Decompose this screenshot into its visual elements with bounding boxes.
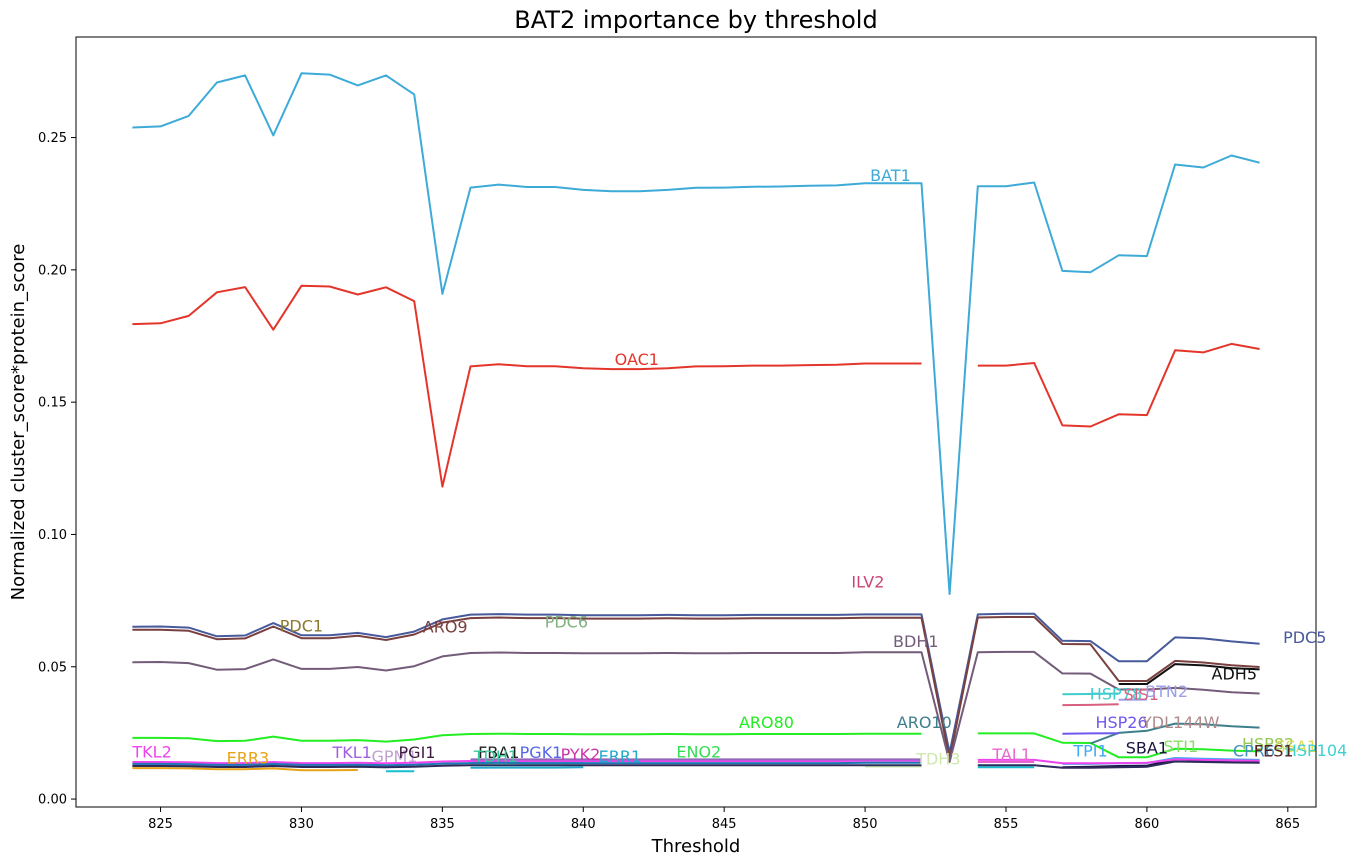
- series-label-pyk2: PYK2: [561, 745, 601, 764]
- plot-frame: [75, 36, 1317, 808]
- series-label-adh5: ADH5: [1212, 664, 1257, 683]
- y-axis: 0.00 0.05 0.10 0.15 0.20 0.25: [38, 131, 76, 808]
- series-label-pdc5: PDC5: [1283, 628, 1326, 647]
- series-label-fes1: FES1: [1254, 742, 1294, 761]
- series-label-btn2: BTN2: [1145, 682, 1188, 701]
- series-label-ydl144w: YDL144W: [1141, 713, 1220, 732]
- x-axis: 825 830 835 840 845 850 855 860 865: [148, 807, 1300, 832]
- x-tick-label: 840: [571, 817, 596, 832]
- series-label-pdc6: PDC6: [545, 613, 588, 632]
- series-line-err1: [470, 766, 584, 769]
- series-line-aro80: [132, 732, 922, 743]
- series-line-err3: [132, 767, 358, 772]
- y-tick-label: 0.20: [38, 263, 67, 278]
- series-label-tkl2: TKL2: [131, 743, 171, 762]
- series-label-aro10: ARO10: [897, 713, 952, 732]
- series-line-aro10: [1090, 722, 1260, 745]
- series-label-gpm1: GPM1: [371, 747, 417, 766]
- x-axis-label: Threshold: [651, 836, 741, 857]
- x-tick-label: 825: [148, 817, 173, 832]
- series-label-tpi1: TPI1: [1072, 742, 1107, 761]
- series-label-sis1: SIS1: [1124, 685, 1159, 704]
- series-line-hxk2-1: [977, 760, 1260, 769]
- series-label-hsp78: HSP78: [1090, 684, 1142, 703]
- y-tick-label: 0.10: [38, 528, 67, 543]
- series-label-ssa1: SSA1: [1275, 737, 1317, 756]
- series-label-bat1: BAT1: [870, 166, 911, 185]
- series-line-adh5: [1118, 663, 1260, 685]
- series-label-aro9: ARO9: [423, 617, 468, 636]
- series-label-hsp82: HSP82: [1242, 734, 1294, 753]
- series-label-bdh1: BDH1: [893, 632, 939, 651]
- chart-title: BAT2 importance by threshold: [514, 6, 877, 34]
- series-label-err1: ERR1: [599, 747, 642, 766]
- series-line-bdh1: [132, 650, 1260, 763]
- series-label-tal1: TAL1: [991, 745, 1031, 764]
- x-tick-label: 845: [712, 817, 737, 832]
- series-label-pgk1: PGK1: [520, 743, 563, 762]
- series-line-tkl2: [132, 759, 922, 765]
- series-line-hsp26: [1062, 732, 1119, 735]
- series-label-err3: ERR3: [227, 748, 270, 767]
- series-line-sis1: [1062, 703, 1119, 707]
- y-axis-label: Normalized cluster_score*protein_score: [8, 244, 29, 601]
- x-tick-label: 835: [430, 817, 455, 832]
- y-tick-label: 0.00: [38, 793, 67, 808]
- series-label-eno2: ENO2: [676, 742, 721, 761]
- series-line-aro80-1: [977, 732, 1260, 759]
- y-tick-label: 0.15: [38, 396, 67, 411]
- x-tick-label: 850: [853, 817, 878, 832]
- series-label-oac1: OAC1: [615, 350, 659, 369]
- series-label-tdh3: TDH3: [915, 750, 960, 769]
- series-line-glk1: [132, 761, 922, 767]
- series-label-fba1: FBA1: [478, 743, 519, 762]
- series-label-sti1: STI1: [1163, 737, 1198, 756]
- series-label-cpr6: CPR6: [1233, 742, 1275, 761]
- y-tick-label: 0.05: [38, 660, 67, 675]
- series-line-hxk2: [132, 764, 922, 769]
- y-tick-label: 0.25: [38, 131, 67, 146]
- series-label-ilv2: ILV2: [851, 572, 884, 591]
- x-tick-label: 865: [1275, 817, 1300, 832]
- series-label-tdh1: TDH1: [473, 747, 518, 766]
- series-line-pdc5: [132, 612, 1260, 754]
- series-layer: [132, 72, 1260, 773]
- x-tick-label: 830: [289, 817, 314, 832]
- series-label-hsp26: HSP26: [1095, 713, 1147, 732]
- series-line-oac1: [132, 284, 922, 488]
- series-label-aro80: ARO80: [739, 713, 794, 732]
- series-label-tkl1: TKL1: [332, 743, 372, 762]
- series-line-hsp78: [1062, 692, 1119, 696]
- series-line-bat1: [132, 72, 1260, 595]
- series-label-sba1: SBA1: [1126, 739, 1168, 758]
- x-tick-label: 855: [994, 817, 1019, 832]
- series-label-pgi1: PGI1: [399, 743, 436, 762]
- x-tick-label: 860: [1134, 817, 1159, 832]
- series-line-aro9: [132, 616, 1260, 761]
- series-line-oac1-1: [977, 342, 1260, 428]
- series-line-tkl2-1: [977, 758, 1260, 765]
- series-label-pdc1: PDC1: [280, 617, 323, 636]
